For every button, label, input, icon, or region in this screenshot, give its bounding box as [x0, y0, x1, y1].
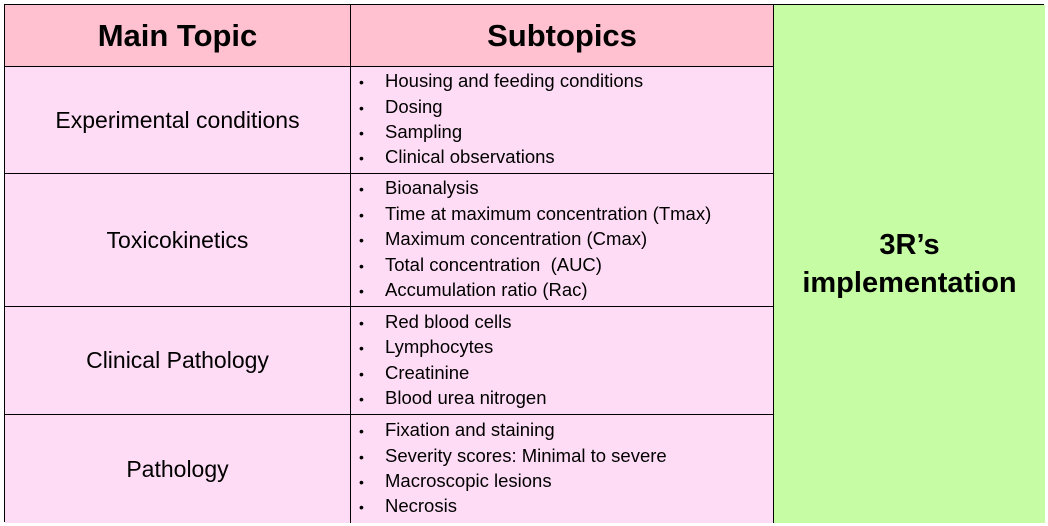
- subtopic-text: Severity scores: Minimal to severe: [385, 444, 667, 466]
- header-subtopics: Subtopics: [351, 5, 774, 67]
- list-item: • Fixation and staining: [359, 418, 667, 443]
- bullet-icon: •: [359, 365, 364, 382]
- side-label-line2: implementation: [802, 267, 1017, 299]
- bullet-icon: •: [359, 283, 364, 300]
- header-main-topic: Main Topic: [5, 5, 351, 67]
- subtopics-cell: • Red blood cells • Lymphocytes • Creatinin…: [351, 307, 774, 415]
- subtopic-text: Time at maximum concentration (Tmax): [385, 202, 712, 224]
- subtopic-text: Bioanalysis: [385, 177, 479, 199]
- subtopic-text: Necrosis: [385, 495, 457, 517]
- list-item: • Time at maximum concentration (Tmax): [359, 202, 711, 227]
- list-item: • Severity scores: Minimal to severe: [359, 444, 667, 469]
- bullet-icon: •: [359, 150, 364, 167]
- subtopic-text: Maximum concentration (Cmax): [385, 228, 648, 250]
- subtopic-list: • Red blood cells • Lymphocytes • Creatinin…: [359, 310, 546, 412]
- list-item: • Sampling: [359, 120, 643, 145]
- subtopic-text: Lymphocytes: [385, 336, 494, 358]
- bullet-icon: •: [359, 390, 364, 407]
- bullet-icon: •: [359, 232, 364, 249]
- subtopic-text: Macroscopic lesions: [385, 470, 552, 491]
- subtopic-text: Dosing: [385, 95, 443, 117]
- subtopic-list: • Housing and feeding conditions • Dosing …: [359, 69, 643, 171]
- subtopic-text: Total concentration (AUC): [385, 253, 602, 275]
- list-item: • Maximum concentration (Cmax): [359, 227, 711, 252]
- list-item: • Bioanalysis: [359, 176, 711, 201]
- list-item: • Blood urea nitrogen: [359, 386, 546, 411]
- list-item: • Clinical observations: [359, 145, 643, 170]
- subtopic-text: Sampling: [385, 121, 463, 142]
- topic-cell: Toxicokinetics: [5, 174, 351, 307]
- side-label-line1: 3R’s: [879, 229, 940, 261]
- list-item: • Macroscopic lesions: [359, 469, 667, 494]
- list-item: • Housing and feeding conditions: [359, 69, 643, 94]
- subtopic-text: Fixation and staining: [385, 419, 555, 441]
- bullet-icon: •: [359, 314, 364, 331]
- list-item: • Red blood cells: [359, 310, 546, 335]
- subtopic-text: Clinical observations: [385, 146, 555, 168]
- subtopics-cell: • Housing and feeding conditions • Dosing …: [351, 67, 774, 174]
- list-item: • Dosing: [359, 95, 643, 120]
- list-item: • Accumulation ratio (Rac): [359, 278, 711, 303]
- topic-cell: Pathology: [5, 415, 351, 523]
- subtopic-text: Housing and feeding conditions: [385, 70, 644, 92]
- bullet-icon: •: [359, 423, 364, 440]
- topic-cell: Clinical Pathology: [5, 307, 351, 415]
- subtopics-cell: • Bioanalysis • Time at maximum concentrat…: [351, 174, 774, 307]
- list-item: • Necrosis: [359, 494, 667, 519]
- topic-cell: Experimental conditions: [5, 67, 351, 174]
- subtopic-text: Accumulation ratio (Rac): [385, 279, 588, 301]
- topics-table: Main Topic Subtopics 3R’s implementation…: [4, 4, 1045, 523]
- bullet-icon: •: [359, 448, 364, 465]
- bullet-icon: •: [359, 125, 364, 141]
- list-item: • Creatinine: [359, 361, 546, 386]
- subtopic-text: Blood urea nitrogen: [385, 386, 547, 408]
- bullet-icon: •: [359, 257, 364, 274]
- list-item: • Total concentration (AUC): [359, 253, 711, 278]
- subtopic-text: Creatinine: [385, 361, 470, 383]
- bullet-icon: •: [359, 99, 364, 116]
- subtopic-text: Red blood cells: [385, 310, 512, 332]
- subtopics-cell: • Fixation and staining • Severity scores:…: [351, 415, 774, 523]
- bullet-icon: •: [359, 206, 364, 223]
- subtopic-list: • Bioanalysis • Time at maximum concentrat…: [359, 176, 711, 303]
- side-label-3rs: 3R’s implementation: [774, 5, 1045, 523]
- bullet-icon: •: [359, 340, 364, 357]
- bullet-icon: •: [359, 74, 364, 91]
- subtopic-list: • Fixation and staining • Severity scores:…: [359, 418, 667, 520]
- bullet-icon: •: [359, 474, 364, 490]
- bullet-icon: •: [359, 499, 364, 516]
- bullet-icon: •: [359, 181, 364, 198]
- list-item: • Lymphocytes: [359, 335, 546, 360]
